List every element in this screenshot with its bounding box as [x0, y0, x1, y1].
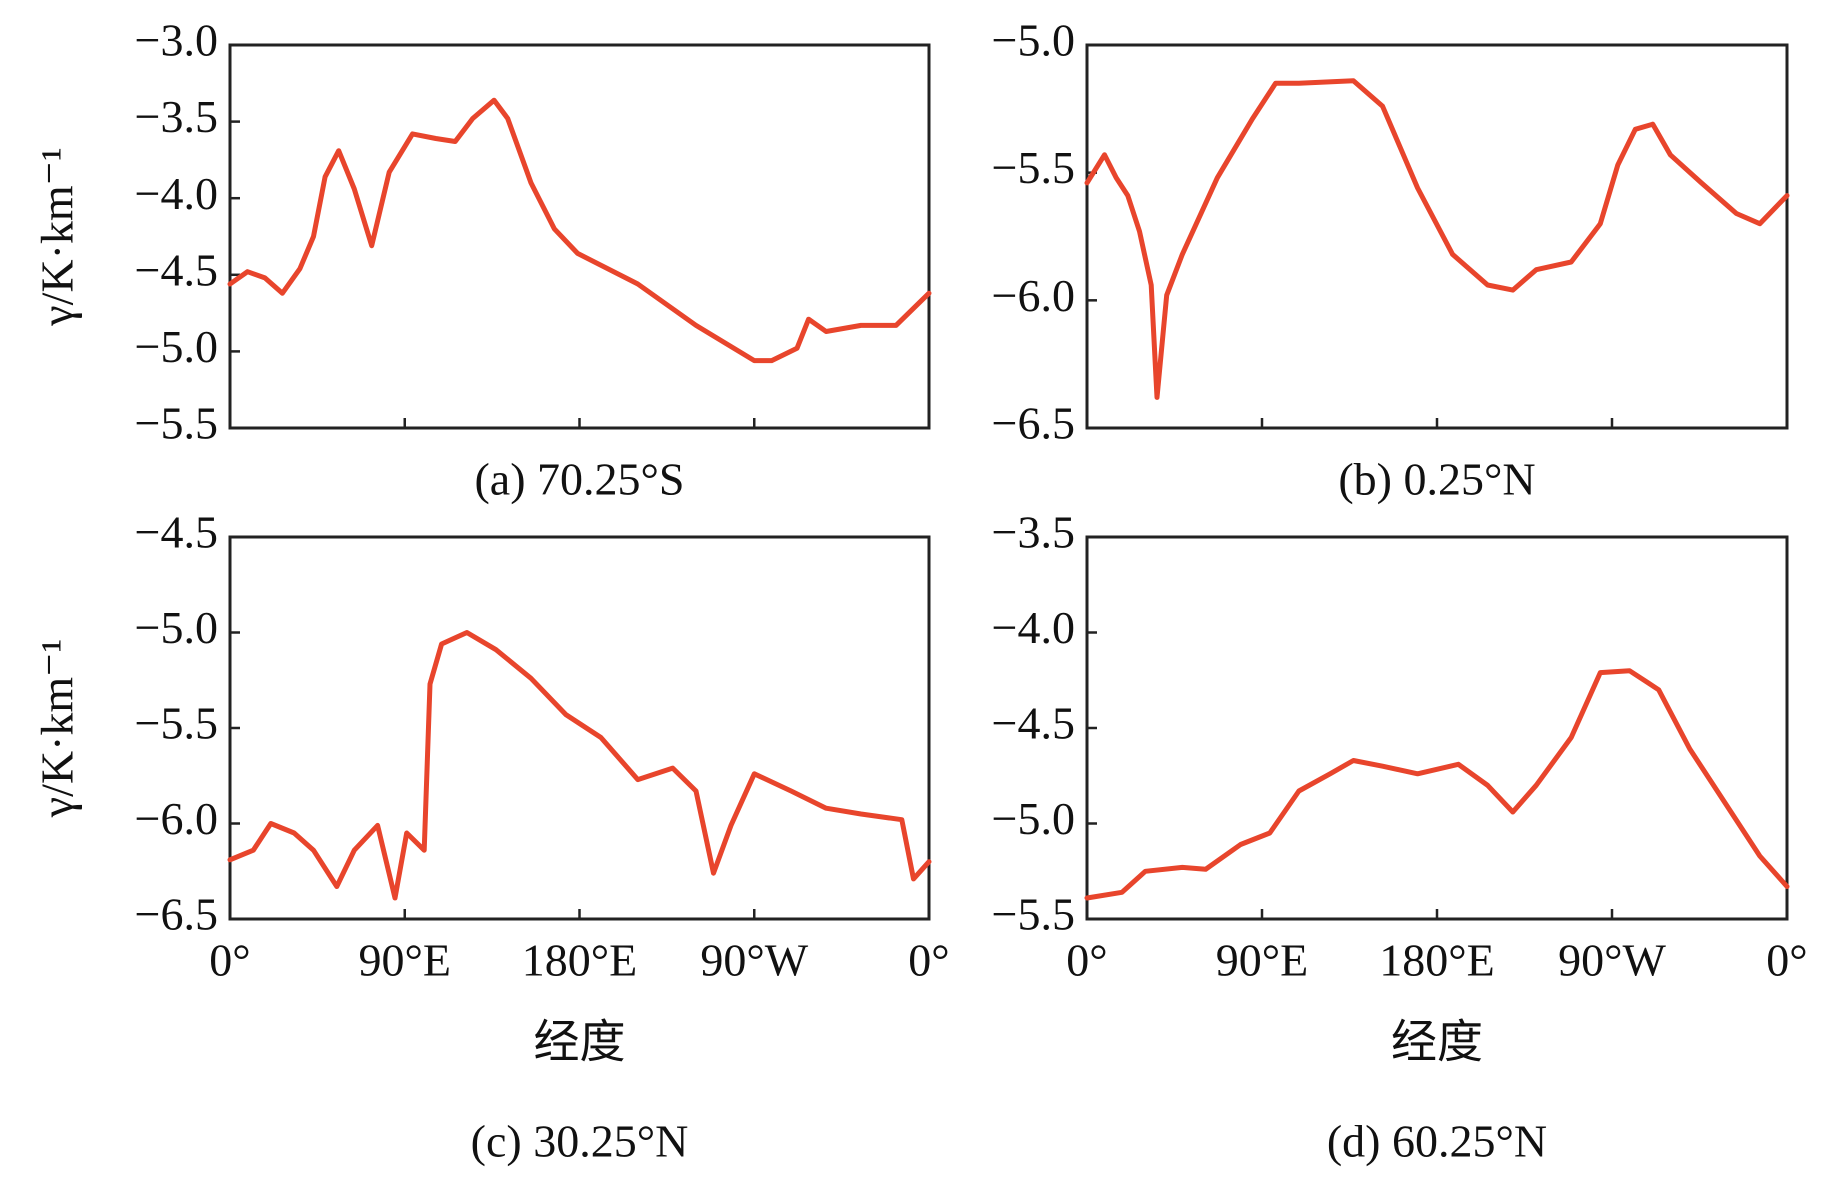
data-line [1084, 668, 1790, 901]
y-tick-label: −5.0 [135, 602, 218, 653]
panel-caption: (d) 60.25°N [1327, 1116, 1547, 1167]
panel-caption: (b) 0.25°N [1338, 454, 1535, 505]
x-tick-label: 180°E [522, 935, 638, 986]
y-tick-label: −6.5 [992, 398, 1075, 449]
plot-frame [1085, 535, 1789, 921]
y-tick-label: −3.5 [992, 507, 1075, 558]
x-tick-label: 90°W [700, 935, 808, 986]
y-tick-label: −5.5 [992, 889, 1075, 940]
y-tick-label: −5.0 [992, 15, 1075, 66]
y-tick-label: −4.5 [135, 507, 218, 558]
x-tick-label: 180°E [1379, 935, 1495, 986]
data-line [227, 630, 932, 901]
data-line [1084, 78, 1790, 400]
y-tick-label: −5.0 [992, 793, 1075, 844]
x-tick-label: 90°E [1216, 935, 1309, 986]
y-tick-label: −4.0 [135, 168, 218, 219]
plot-frame [228, 43, 931, 430]
x-tick-label: 0° [908, 935, 949, 986]
y-tick-label: −4.5 [135, 244, 218, 295]
y-tick-label: −6.0 [135, 793, 218, 844]
y-tick-label: −5.5 [135, 398, 218, 449]
data-line [227, 97, 932, 364]
y-tick-label: −5.5 [135, 698, 218, 749]
y-tick-label: −5.0 [135, 321, 218, 372]
y-tick-label: −5.5 [992, 142, 1075, 193]
y-tick-label: −3.0 [135, 15, 218, 66]
x-tick-label: 90°E [359, 935, 452, 986]
panel-caption: (c) 30.25°N [471, 1116, 689, 1167]
x-tick-label: 0° [1766, 935, 1807, 986]
y-axis-label: γ/K·km⁻¹ [32, 147, 83, 327]
x-tick-label: 90°W [1558, 935, 1666, 986]
x-axis-label: 经度 [1391, 1017, 1483, 1068]
y-tick-label: −6.0 [992, 270, 1075, 321]
x-axis-label: 经度 [534, 1017, 626, 1068]
x-tick-label: 0° [1066, 935, 1107, 986]
y-tick-label: −4.5 [992, 698, 1075, 749]
y-tick-label: −4.0 [992, 602, 1075, 653]
y-tick-label: −3.5 [135, 91, 218, 142]
x-tick-label: 0° [209, 935, 250, 986]
y-tick-label: −6.5 [135, 889, 218, 940]
plot-frame [228, 535, 931, 921]
y-axis-label: γ/K·km⁻¹ [32, 639, 83, 819]
panel-caption: (a) 70.25°S [474, 454, 684, 505]
